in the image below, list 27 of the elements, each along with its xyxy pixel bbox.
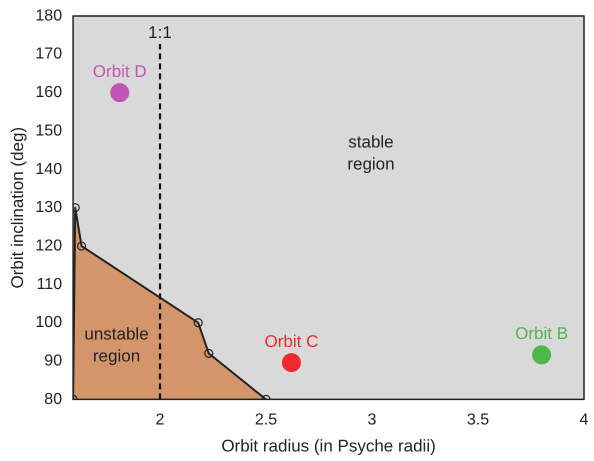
- y-tick-label: 90: [44, 352, 62, 370]
- annotation: stable region: [347, 132, 395, 174]
- series-label: Orbit D: [92, 62, 147, 81]
- y-tick-label: 100: [35, 314, 62, 332]
- point: [282, 353, 301, 372]
- y-tick-label: 130: [35, 199, 62, 216]
- x-tick-label: 2.5: [254, 411, 278, 428]
- x-axis-title: Orbit radius (in Psyche radii): [221, 436, 436, 456]
- y-tick-label: 180: [35, 7, 62, 24]
- point: [532, 345, 552, 364]
- point: [110, 83, 130, 102]
- x-tick-label: 4: [580, 411, 589, 428]
- annotation: unstable region: [84, 324, 149, 366]
- y-tick-label: 170: [35, 46, 62, 63]
- x-tick-label: 3: [368, 411, 377, 428]
- y-tick-label: 150: [35, 122, 62, 140]
- y-tick-label: 80: [44, 390, 62, 408]
- series-label: Orbit C: [264, 332, 318, 351]
- annotation: 1:1: [148, 22, 172, 42]
- y-tick-label: 110: [36, 276, 62, 293]
- x-tick-label: 2: [156, 411, 165, 428]
- y-tick-label: 140: [35, 160, 62, 178]
- y-tick-label: 160: [35, 84, 62, 102]
- series-label: Orbit B: [515, 324, 568, 344]
- x-tick-label: 3.5: [466, 411, 490, 428]
- y-tick-label: 120: [35, 237, 62, 254]
- y-axis-title: Orbit inclination (deg): [8, 126, 27, 288]
